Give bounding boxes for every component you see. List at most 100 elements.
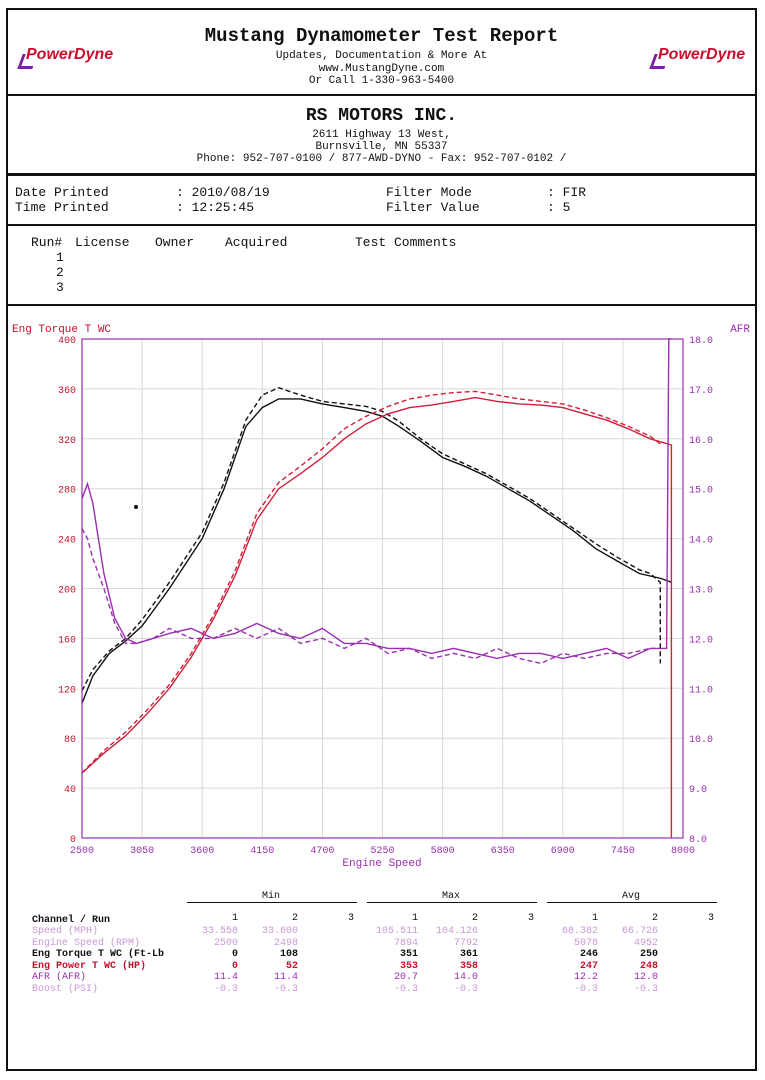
chart-axes: 2500 3050 3600 4150 4700 5250 5800 6350 6900 7450… — [58, 336, 713, 857]
y-right-tick-label: 10.0 — [689, 735, 713, 746]
stats-value: 104.126 — [435, 926, 478, 937]
y-left-tick-label: 360 — [58, 386, 76, 397]
y-right-tick-label: 9.0 — [689, 785, 707, 796]
stats-row-label: Eng Torque T WC (Ft-Lb — [32, 949, 165, 960]
y-right-tick-label: 8.0 — [689, 835, 707, 846]
stats-value: 105.511 — [375, 926, 418, 937]
series-line-2 — [81, 386, 661, 692]
stats-value: 248 — [639, 960, 658, 972]
y-right-tick-label: 18.0 — [689, 336, 713, 347]
stats-value: 5078 — [573, 937, 598, 949]
y-left-tick-label: 0 — [70, 835, 76, 846]
y-left-tick-label: 160 — [58, 635, 76, 646]
series-line-6 — [81, 528, 661, 665]
y-left-tick-label: 400 — [58, 336, 76, 347]
x-tick-label: 5800 — [431, 846, 455, 857]
run-header-acquired: Acquired — [225, 235, 288, 250]
filter-value-label: Filter Value — [386, 200, 480, 215]
x-tick-label: 3050 — [130, 846, 154, 857]
company-address-1: 2611 Highway 13 West, — [312, 129, 451, 141]
stats-value: 351 — [399, 949, 418, 960]
stats-value: 66.726 — [621, 926, 658, 937]
stats-value: 11.4 — [213, 972, 238, 983]
group-min-label: Min — [262, 891, 281, 902]
logo-left-text: PowerDyne — [26, 46, 114, 63]
stats-value: -0.3 — [213, 983, 238, 995]
run-col-header: 1 — [411, 913, 418, 924]
run-col-header: 2 — [291, 913, 298, 924]
stats-value: 2500 — [213, 937, 238, 949]
stats-value: 108 — [279, 949, 298, 960]
stats-value: -0.3 — [453, 983, 478, 995]
x-tick-label: 3600 — [190, 846, 214, 857]
run-number-1: 1 — [56, 250, 64, 265]
series-line-3 — [81, 396, 673, 838]
run-col-header: 2 — [471, 913, 478, 924]
stats-table: Min Max Avg Channel / Run 1 2 3 1 2 3 1 2 3 Speed… — [0, 888, 765, 1008]
stats-row-label: Engine Speed (RPM) — [32, 937, 141, 949]
logo-right-text: PowerDyne — [658, 46, 746, 63]
stats-row-label: AFR (AFR) — [32, 972, 87, 983]
stats-value: -0.3 — [633, 983, 658, 995]
run-header-owner: Owner — [155, 235, 195, 250]
y-right-tick-label: 16.0 — [689, 436, 713, 447]
stray-marker — [134, 505, 138, 509]
run-number-2: 2 — [56, 265, 64, 280]
run-col-header: 3 — [347, 913, 354, 924]
date-printed-label: Date Printed — [15, 185, 109, 200]
x-tick-label: 2500 — [70, 846, 94, 857]
plot-border — [81, 338, 684, 839]
stats-value: 353 — [399, 960, 418, 972]
run-col-header: 1 — [231, 913, 238, 924]
report-title: Mustang Dynamometer Test Report — [204, 25, 559, 47]
group-avg-label: Avg — [622, 891, 641, 902]
stats-value: 7894 — [393, 937, 418, 949]
header-line-3: Or Call 1-330-963-5400 — [308, 75, 455, 87]
y-left-tick-label: 200 — [58, 586, 76, 597]
runs-section: Run# License Owner Acquired Test Comment… — [6, 226, 757, 306]
stats-value: 246 — [579, 949, 598, 960]
stats-value: 33.558 — [201, 926, 238, 937]
stats-value: 358 — [459, 960, 478, 972]
filter-mode-label: Filter Mode — [386, 185, 472, 200]
stats-value: 14.0 — [453, 972, 478, 983]
time-printed-value: : 12:25:45 — [176, 200, 255, 215]
run-col-header: 2 — [651, 913, 658, 924]
x-tick-label: 5250 — [370, 846, 394, 857]
filter-mode-value: : FIR — [547, 185, 587, 200]
stats-value: 4952 — [633, 937, 658, 949]
y-left-tick-label: 240 — [58, 536, 76, 547]
company-name: RS MOTORS INC. — [305, 106, 458, 126]
stats-value: 250 — [639, 949, 658, 960]
stats-value: 20.7 — [393, 972, 418, 983]
y-right-tick-label: 13.0 — [689, 586, 713, 597]
y-right-tick-label: 15.0 — [689, 486, 713, 497]
info-section: Date Printed : 2010/08/19 Time Printed :… — [6, 176, 757, 226]
powerdyne-logo-left: PowerDyne — [17, 46, 114, 69]
stats-value: -0.3 — [393, 983, 418, 995]
company-address-2: Burnsville, MN 55337 — [315, 141, 448, 153]
x-tick-label: 6900 — [551, 846, 575, 857]
x-tick-label: 7450 — [611, 846, 635, 857]
y-right-tick-label: 17.0 — [689, 386, 713, 397]
series-line-1 — [81, 398, 672, 704]
x-tick-label: 4700 — [310, 846, 334, 857]
x-tick-label: 4150 — [250, 846, 274, 857]
y-left-tick-label: 80 — [64, 735, 76, 746]
stats-value: 11.4 — [273, 972, 298, 983]
run-col-header: 1 — [591, 913, 598, 924]
powerdyne-logo-right: PowerDyne — [649, 46, 746, 69]
stats-value: 12.2 — [573, 972, 598, 983]
group-max-label: Max — [442, 891, 461, 902]
company-section: RS MOTORS INC. 2611 Highway 13 West, Bur… — [6, 96, 757, 176]
stats-row-label: Eng Power T WC (HP) — [32, 960, 147, 972]
stats-value: 33.600 — [261, 926, 298, 937]
stats-value: 0 — [231, 960, 238, 972]
stats-value: 361 — [459, 949, 478, 960]
y-right-tick-label: 11.0 — [689, 685, 713, 696]
filter-value-value: : 5 — [547, 200, 571, 215]
x-tick-label: 8000 — [671, 846, 695, 857]
run-header-run: Run# — [31, 235, 63, 250]
y-left-axis-label: Eng Torque T WC — [12, 324, 111, 336]
header-line-1: Updates, Documentation & More At — [275, 50, 488, 62]
